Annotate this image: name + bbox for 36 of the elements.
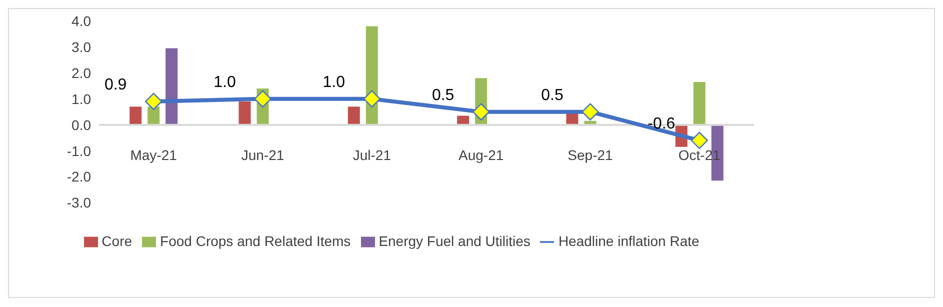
- y-tick-label: 4.0: [72, 12, 92, 29]
- point: [472, 103, 490, 120]
- data-label: 0.9: [104, 76, 127, 94]
- bar: [130, 106, 142, 125]
- point: [582, 103, 599, 120]
- point: [690, 132, 708, 150]
- bar: [148, 106, 160, 125]
- x-tick-label: Sep-21: [568, 147, 614, 164]
- y-tick-label: -3.0: [66, 194, 92, 211]
- x-tick-label: May-21: [130, 147, 178, 164]
- data-label: 1.0: [214, 74, 236, 91]
- data-label: 0.5: [432, 86, 454, 104]
- bar: [457, 116, 470, 125]
- legend-label: Energy Fuel and Utilities: [378, 232, 530, 249]
- data-label: -0.6: [648, 115, 676, 132]
- y-tick-label: -2.0: [66, 168, 92, 185]
- y-tick-label: 0.0: [72, 116, 92, 133]
- bar: [348, 106, 360, 125]
- x-tick-label: Jul-21: [352, 147, 392, 164]
- bar: [166, 48, 178, 125]
- point: [144, 92, 162, 110]
- x-tick-label: Jun-21: [241, 147, 284, 164]
- legend-label: Core: [102, 232, 132, 249]
- x-tick-label: Aug-21: [458, 147, 504, 164]
- bar: [693, 82, 706, 125]
- y-tick-label: 2.0: [72, 64, 92, 81]
- y-tick-label: -1.0: [66, 142, 92, 159]
- data-label: 1.0: [322, 74, 346, 91]
- data-label: 0.5: [541, 86, 564, 104]
- point: [363, 90, 381, 108]
- bar: [238, 101, 251, 125]
- legend-label: Headline inflation Rate: [558, 232, 700, 249]
- legend-label: Food Crops and Related Items: [160, 232, 351, 249]
- y-tick-label: 1.0: [72, 90, 92, 107]
- y-tick-label: 3.0: [72, 38, 92, 55]
- point: [254, 90, 272, 108]
